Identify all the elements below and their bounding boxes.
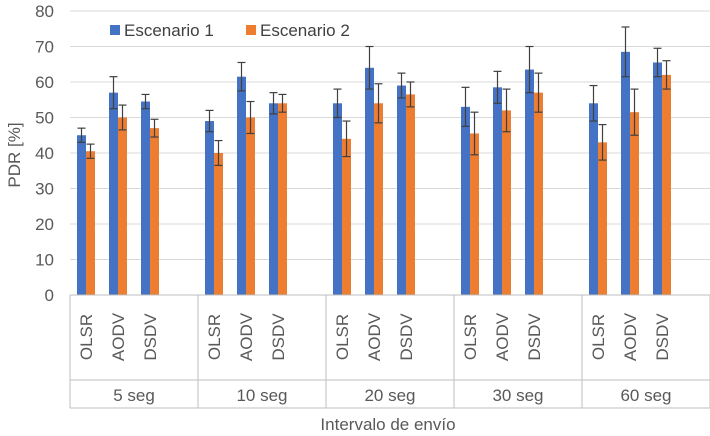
category-axis: OLSR AODV DSDV 5 seg OLSR AODV DSDV 10 seg OLSR A… [69, 294, 710, 409]
legend-swatch [110, 25, 120, 35]
bar [150, 128, 159, 295]
bar [141, 101, 150, 296]
bar [662, 74, 671, 296]
subcategory-label: AODV [365, 312, 384, 361]
bar [374, 103, 383, 295]
legend-swatch [246, 25, 256, 35]
y-tick-label: 40 [35, 144, 54, 163]
y-axis-title: PDR [%] [5, 122, 24, 187]
bar [237, 76, 246, 295]
bar [621, 51, 630, 296]
subcategory-label: OLSR [205, 314, 224, 360]
y-tick-label: 10 [35, 251, 54, 270]
bar [470, 133, 479, 295]
y-tick-label: 80 [35, 2, 54, 21]
y-tick-label: 60 [35, 73, 54, 92]
subcategory-label: OLSR [333, 314, 352, 360]
bar [118, 117, 127, 295]
bar [109, 92, 118, 296]
subcategory-label: DSDV [653, 313, 672, 361]
subcategory-label: DSDV [269, 313, 288, 361]
bar [246, 117, 255, 295]
group-label: 5 seg [113, 386, 155, 405]
bar [77, 135, 86, 295]
bar [342, 138, 351, 295]
bars [77, 51, 671, 296]
bar [525, 69, 534, 295]
subcategory-label: DSDV [525, 313, 544, 361]
x-axis-title: Intervalo de envío [320, 415, 455, 434]
group-label: 20 seg [364, 386, 415, 405]
y-tick-label: 70 [35, 38, 54, 57]
group-label: 30 seg [492, 386, 543, 405]
bar [653, 62, 662, 295]
bar [365, 67, 374, 295]
legend-label: Escenario 2 [260, 21, 350, 40]
bar [269, 103, 278, 295]
group-label: 60 seg [620, 386, 671, 405]
subcategory-label: OLSR [589, 314, 608, 360]
subcategory-label: AODV [493, 312, 512, 361]
subcategory-label: OLSR [461, 314, 480, 360]
subcategory-label: DSDV [397, 313, 416, 361]
y-tick-label: 20 [35, 215, 54, 234]
bar [397, 85, 406, 295]
bar [589, 103, 598, 295]
y-tick-label: 0 [45, 286, 54, 305]
bar [461, 106, 470, 295]
bar [86, 151, 95, 295]
gridlines [70, 10, 710, 260]
legend-label: Escenario 1 [124, 21, 214, 40]
bar [534, 92, 543, 296]
bar [214, 153, 223, 295]
y-axis-ticks: 0 10 20 30 40 50 60 70 80 [35, 2, 54, 305]
bar [493, 87, 502, 295]
legend: Escenario 1 Escenario 2 [110, 21, 350, 40]
group-label: 10 seg [236, 386, 287, 405]
subcategory-label: OLSR [77, 314, 96, 360]
bar [205, 121, 214, 295]
bar [630, 112, 639, 295]
subcategory-label: AODV [237, 312, 256, 361]
bar [278, 103, 287, 295]
subcategory-label: AODV [621, 312, 640, 361]
subcategory-label: AODV [109, 312, 128, 361]
bar [598, 142, 607, 295]
y-tick-label: 50 [35, 109, 54, 128]
error-bars [77, 26, 671, 167]
bar [502, 110, 511, 296]
bar [333, 103, 342, 295]
y-tick-label: 30 [35, 180, 54, 199]
subcategory-label: DSDV [141, 313, 160, 361]
bar [406, 94, 415, 295]
